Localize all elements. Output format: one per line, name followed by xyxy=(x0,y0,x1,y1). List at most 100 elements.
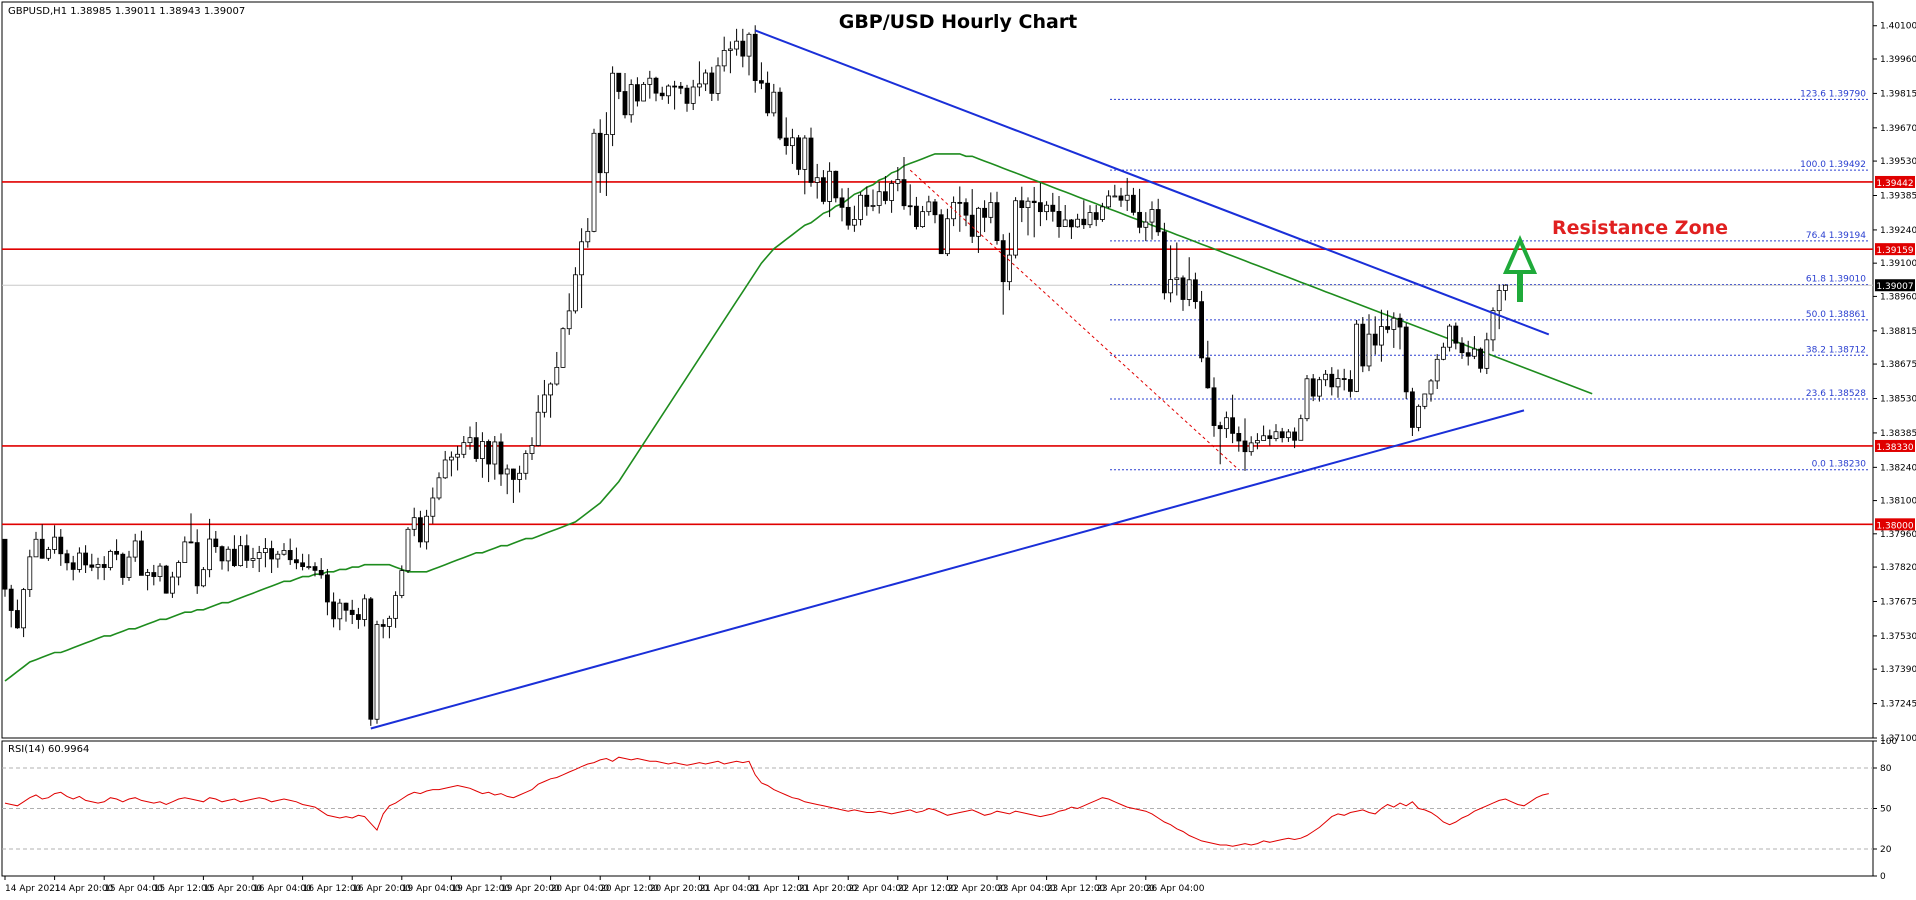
candle xyxy=(225,546,231,572)
candle-body-bull xyxy=(1186,279,1192,300)
candle xyxy=(1341,368,1347,391)
x-tick-label: 19 Apr 04:00 xyxy=(402,884,461,894)
candle-body-bear xyxy=(219,546,225,562)
level-price-tag xyxy=(1875,439,1915,452)
candle-body-bull xyxy=(566,310,572,330)
candle-body-bull xyxy=(250,558,256,561)
candle xyxy=(300,553,306,571)
candle xyxy=(77,547,82,573)
candle-body-bull xyxy=(876,191,882,206)
candle-body-bear xyxy=(1410,391,1415,428)
candle-body-bull xyxy=(95,564,101,568)
candle-body-bear xyxy=(1372,333,1378,346)
candle xyxy=(1155,198,1161,236)
candle xyxy=(1422,393,1428,410)
x-tick-label: 14 Apr 20:00 xyxy=(55,884,114,894)
candle xyxy=(2,538,8,597)
candle-body-bear xyxy=(293,559,299,564)
y-tick-label: 1.39670 xyxy=(1880,124,1916,134)
candle xyxy=(641,82,646,102)
candle xyxy=(740,28,746,68)
candle xyxy=(1472,336,1477,360)
candle xyxy=(21,587,27,638)
candle-body-bull xyxy=(1224,417,1229,430)
x-tick-label: 16 Apr 04:00 xyxy=(253,884,312,894)
candle-body-bear xyxy=(653,77,659,94)
candle-body-bull xyxy=(1025,200,1031,209)
candle xyxy=(932,199,938,224)
candle xyxy=(430,487,436,524)
candle xyxy=(659,86,665,100)
candle xyxy=(250,547,256,569)
candle-body-bear xyxy=(188,541,194,544)
candle xyxy=(52,525,57,554)
candle xyxy=(1087,205,1093,229)
rsi-line xyxy=(4,756,1549,847)
candle-body-bear xyxy=(1038,202,1043,213)
candle-body-bull xyxy=(1441,346,1446,360)
candle xyxy=(926,195,932,216)
candle-body-bear xyxy=(1193,279,1198,303)
candle xyxy=(672,80,677,110)
candle-body-bear xyxy=(64,553,70,564)
candle-body-bull xyxy=(1062,219,1068,227)
candle xyxy=(790,128,795,164)
y-tick-label: 1.39240 xyxy=(1880,226,1916,236)
current-price-tag xyxy=(1875,279,1915,292)
candle-body-bull xyxy=(728,48,733,51)
candle-body-bear xyxy=(1397,317,1403,328)
candle xyxy=(734,28,739,56)
candle xyxy=(89,553,95,572)
candle xyxy=(1434,354,1440,389)
candle-body-bear xyxy=(1310,378,1316,397)
candle-body-bull xyxy=(858,194,863,220)
candle-body-bear xyxy=(864,194,870,207)
up-arrow-icon xyxy=(1502,235,1538,302)
candle xyxy=(1124,177,1130,211)
candle-body-bear xyxy=(1069,219,1074,228)
x-tick-label: 22 Apr 20:00 xyxy=(947,884,1006,894)
candle xyxy=(746,32,752,76)
symbol-info: GBPUSD,H1 1.38985 1.39011 1.38943 1.3900… xyxy=(8,6,245,17)
x-tick-label: 26 Apr 04:00 xyxy=(1146,884,1205,894)
candle xyxy=(368,596,374,726)
rsi-tick-label: 100 xyxy=(1880,737,1897,747)
candle xyxy=(380,619,386,639)
candle xyxy=(1441,342,1446,361)
candle xyxy=(548,382,553,418)
candle xyxy=(821,170,826,205)
candle-body-bear xyxy=(89,564,95,568)
candle-body-bull xyxy=(386,617,392,627)
candle-body-bear xyxy=(597,132,603,174)
candle-body-bull xyxy=(870,205,876,207)
x-tick-label: 14 Apr 2021 xyxy=(5,884,61,894)
candle xyxy=(1478,347,1483,373)
candle-body-bull xyxy=(1416,405,1421,428)
chart-title: GBP/USD Hourly Chart xyxy=(839,11,1078,33)
y-tick-label: 1.39960 xyxy=(1880,55,1916,65)
candle xyxy=(628,79,634,123)
x-tick-label: 15 Apr 12:00 xyxy=(154,884,213,894)
candle-body-bear xyxy=(8,588,14,611)
candle-body-bull xyxy=(1335,378,1341,388)
candle-body-bear xyxy=(120,553,126,578)
fib-level-label: 50.0 1.38861 xyxy=(1806,310,1866,320)
candle xyxy=(448,451,454,477)
candle xyxy=(852,205,857,232)
candle-body-bull xyxy=(1013,200,1018,256)
candle xyxy=(666,84,671,104)
candle xyxy=(876,182,882,214)
candle-body-bear xyxy=(684,87,690,104)
candle-body-bear xyxy=(901,179,907,207)
candle-body-bull xyxy=(46,549,51,559)
candle xyxy=(1186,257,1192,307)
candle-body-bull xyxy=(1261,435,1266,441)
moving-average-line xyxy=(4,153,1593,682)
candle-body-bull xyxy=(802,137,808,170)
candle-body-bull xyxy=(27,556,33,591)
candle-body-bear xyxy=(1329,373,1335,388)
candle-body-bear xyxy=(1000,240,1006,283)
candle xyxy=(343,602,349,622)
candle-body-bull xyxy=(573,274,578,312)
